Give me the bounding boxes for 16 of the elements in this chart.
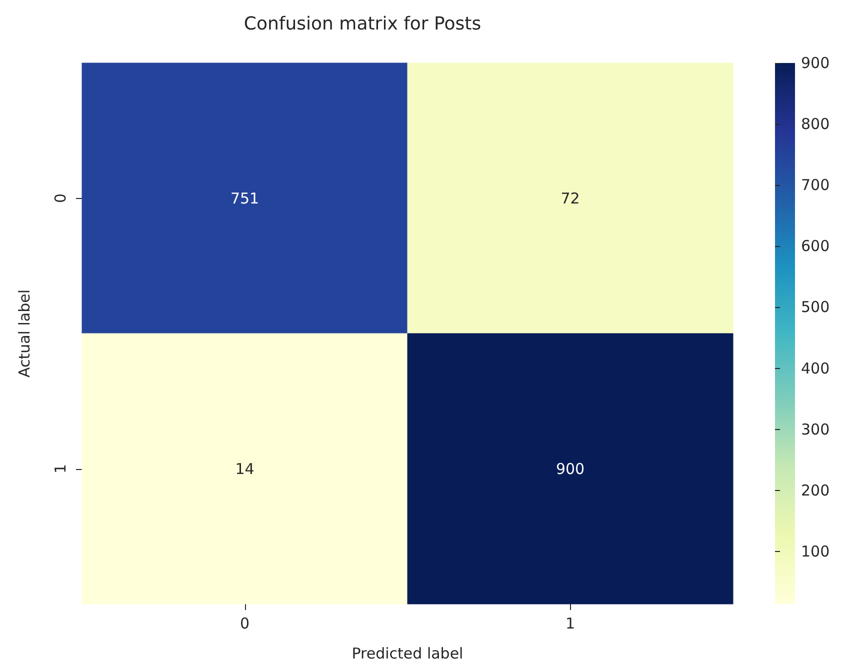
color-bar-label: 800 — [801, 115, 830, 134]
color-bar-label: 100 — [801, 542, 830, 560]
color-bar-label: 400 — [801, 359, 830, 378]
color-bar-label: 300 — [801, 420, 830, 438]
data-label: 14 — [235, 460, 254, 478]
data-label: 751 — [230, 189, 260, 208]
color-bar-label: 500 — [801, 298, 830, 316]
chart-title: Confusion matrix for Posts — [244, 14, 482, 34]
color-bar-label: 600 — [801, 237, 830, 256]
color-bar-label: 200 — [801, 481, 830, 500]
data-label: 900 — [556, 460, 585, 478]
x-axis-title: Predicted label — [352, 644, 464, 662]
data-label: 72 — [560, 189, 580, 208]
color-bar-label: 700 — [801, 176, 830, 194]
y-axis-title: Actual label — [16, 289, 34, 378]
color-bar-label: 900 — [801, 54, 830, 72]
